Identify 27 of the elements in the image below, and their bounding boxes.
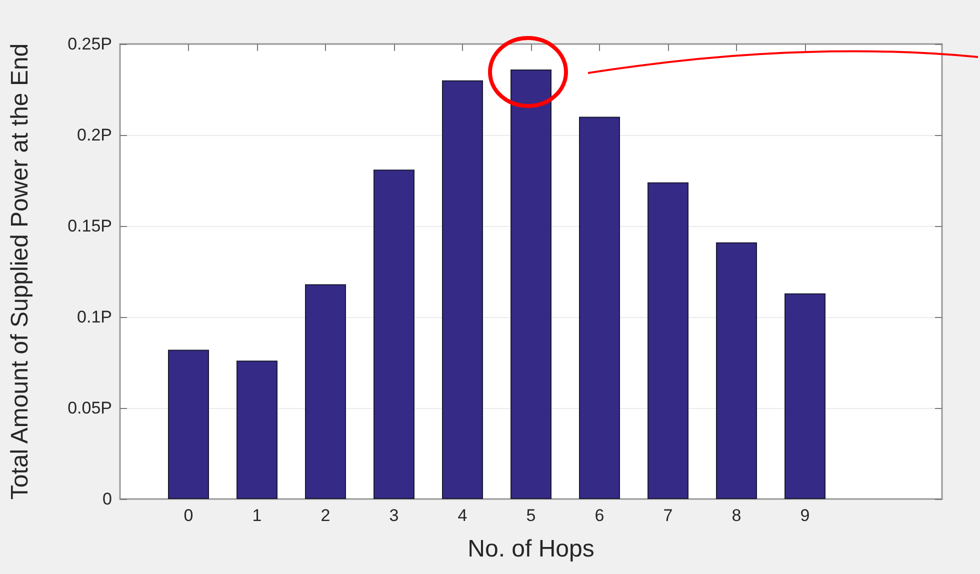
bar: [784, 293, 826, 499]
x-tick-label: 2: [320, 506, 330, 525]
x-tick-label: 3: [389, 506, 399, 525]
x-tick-label: 0: [184, 506, 194, 525]
bar: [648, 182, 688, 499]
bar: [236, 360, 278, 499]
bar: [305, 284, 346, 499]
bar: [168, 350, 209, 499]
x-tick-label: 4: [458, 506, 468, 525]
y-tick-label: 0.05P: [68, 398, 112, 418]
x-axis-title: No. of Hops: [468, 536, 594, 562]
x-tick-label: 7: [663, 506, 673, 525]
x-tick-label: 6: [594, 506, 604, 525]
x-tick-label: 8: [732, 506, 742, 525]
y-axis-title: Total Amount of Supplied Power at the End: [6, 43, 34, 500]
bar: [442, 80, 483, 499]
bar: [579, 116, 620, 499]
y-tick-label: 0.2P: [77, 126, 112, 144]
x-tick-label: 5: [526, 506, 536, 525]
x-tick-label: 9: [800, 506, 810, 525]
bar: [374, 170, 414, 499]
y-tick-label: 0: [102, 490, 112, 508]
bar: [716, 242, 757, 499]
x-tick-label: 1: [252, 506, 262, 525]
y-tick-label: 0.1P: [77, 308, 112, 326]
y-tick-label: 0.25P: [68, 34, 112, 54]
y-tick-label: 0.15P: [68, 216, 112, 236]
